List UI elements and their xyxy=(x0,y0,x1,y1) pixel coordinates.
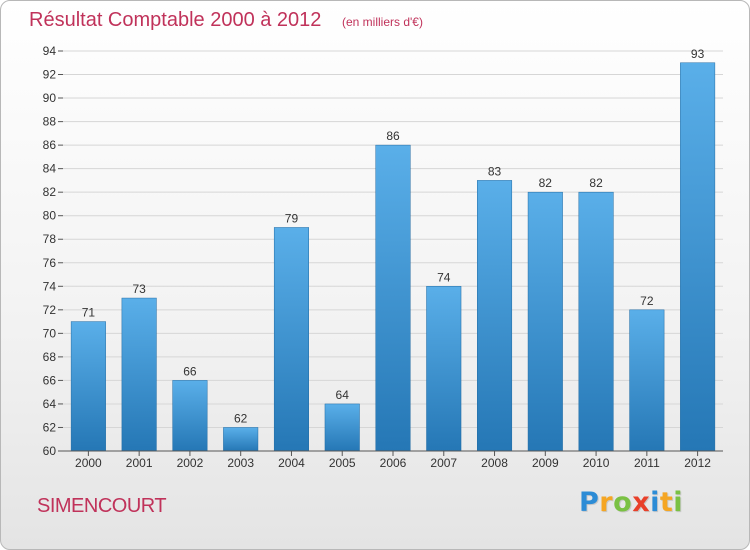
data-label-2012: 93 xyxy=(691,47,705,61)
data-label-2003: 62 xyxy=(234,411,248,425)
y-tick-label: 74 xyxy=(43,279,57,293)
y-tick-label: 84 xyxy=(43,162,57,176)
y-tick-label: 86 xyxy=(43,138,57,152)
y-tick-label: 60 xyxy=(43,444,57,458)
bar-2009 xyxy=(527,191,563,452)
x-tick-label-2010: 2010 xyxy=(583,456,610,470)
logo-letter: t xyxy=(659,487,674,518)
bar-2004 xyxy=(273,227,309,452)
bar-2005 xyxy=(324,403,360,452)
logo-letter: r xyxy=(599,487,614,518)
bars xyxy=(70,62,716,452)
bar-2003 xyxy=(223,427,259,452)
y-tick-label: 78 xyxy=(43,232,57,246)
bar-2008 xyxy=(477,180,513,452)
y-tick-label: 80 xyxy=(43,209,57,223)
y-tick-label: 90 xyxy=(43,91,57,105)
bar-2000 xyxy=(70,321,106,452)
x-tick-label-2003: 2003 xyxy=(227,456,254,470)
bar-2010 xyxy=(578,191,614,452)
y-tick-label: 82 xyxy=(43,185,57,199)
y-tick-label: 72 xyxy=(43,303,57,317)
bar-2001 xyxy=(121,297,157,452)
logo-letter: P xyxy=(579,487,600,518)
y-tick-label: 64 xyxy=(43,397,57,411)
y-axis-ticks: 60 62 64 66 68 70 72 74 76 78 80 82 84 86 88 90 92 94 xyxy=(43,44,63,458)
data-labels: 71 73 66 62 79 64 86 74 83 82 82 72 93 xyxy=(82,47,705,426)
commune-name: SIMENCOURT xyxy=(37,495,167,517)
bar-2011 xyxy=(629,309,665,452)
x-tick-label-2008: 2008 xyxy=(481,456,508,470)
x-tick-label-2004: 2004 xyxy=(278,456,305,470)
logo-letter: i xyxy=(650,487,660,518)
data-label-2010: 82 xyxy=(589,176,603,190)
data-label-2000: 71 xyxy=(82,306,96,320)
x-tick-label-2005: 2005 xyxy=(329,456,356,470)
data-label-2007: 74 xyxy=(437,270,451,284)
data-label-2011: 72 xyxy=(640,294,654,308)
chart-subtitle: (en milliers d'€) xyxy=(342,15,423,29)
x-tick-label-2009: 2009 xyxy=(532,456,559,470)
bar-2006 xyxy=(375,144,411,452)
chart-title: Résultat Comptable 2000 à 2012 xyxy=(29,9,322,31)
x-tick-label-2012: 2012 xyxy=(684,456,711,470)
y-tick-label: 76 xyxy=(43,256,57,270)
x-tick-label-2000: 2000 xyxy=(75,456,102,470)
y-tick-label: 94 xyxy=(43,44,57,58)
x-tick-label-2011: 2011 xyxy=(634,456,660,470)
data-label-2008: 83 xyxy=(488,164,502,178)
logo-letter: x xyxy=(632,487,651,518)
bar-2002 xyxy=(172,380,208,452)
bar-2012 xyxy=(680,62,716,452)
logo-letter: i xyxy=(673,487,684,518)
y-tick-label: 66 xyxy=(43,373,57,387)
data-label-2006: 86 xyxy=(386,129,400,143)
y-tick-label: 68 xyxy=(43,350,57,364)
x-tick-label-2001: 2001 xyxy=(126,456,153,470)
y-tick-label: 88 xyxy=(43,115,57,129)
x-tick-label-2002: 2002 xyxy=(177,456,204,470)
data-label-2001: 73 xyxy=(132,282,146,296)
x-axis-ticks: 2000 2001 2002 2003 2004 2005 2006 2007 2008 2009… xyxy=(75,451,711,470)
logo-letter: o xyxy=(613,487,633,518)
y-tick-label: 62 xyxy=(43,420,57,434)
y-tick-label: 92 xyxy=(43,68,57,82)
bar-2007 xyxy=(426,286,462,452)
x-tick-label-2006: 2006 xyxy=(380,456,407,470)
proxiti-logo: Proxiti xyxy=(579,487,683,518)
x-tick-label-2007: 2007 xyxy=(430,456,457,470)
data-label-2009: 82 xyxy=(539,176,553,190)
data-label-2005: 64 xyxy=(336,388,350,402)
data-label-2004: 79 xyxy=(285,211,299,225)
data-label-2002: 66 xyxy=(183,364,197,378)
y-tick-label: 70 xyxy=(43,326,57,340)
